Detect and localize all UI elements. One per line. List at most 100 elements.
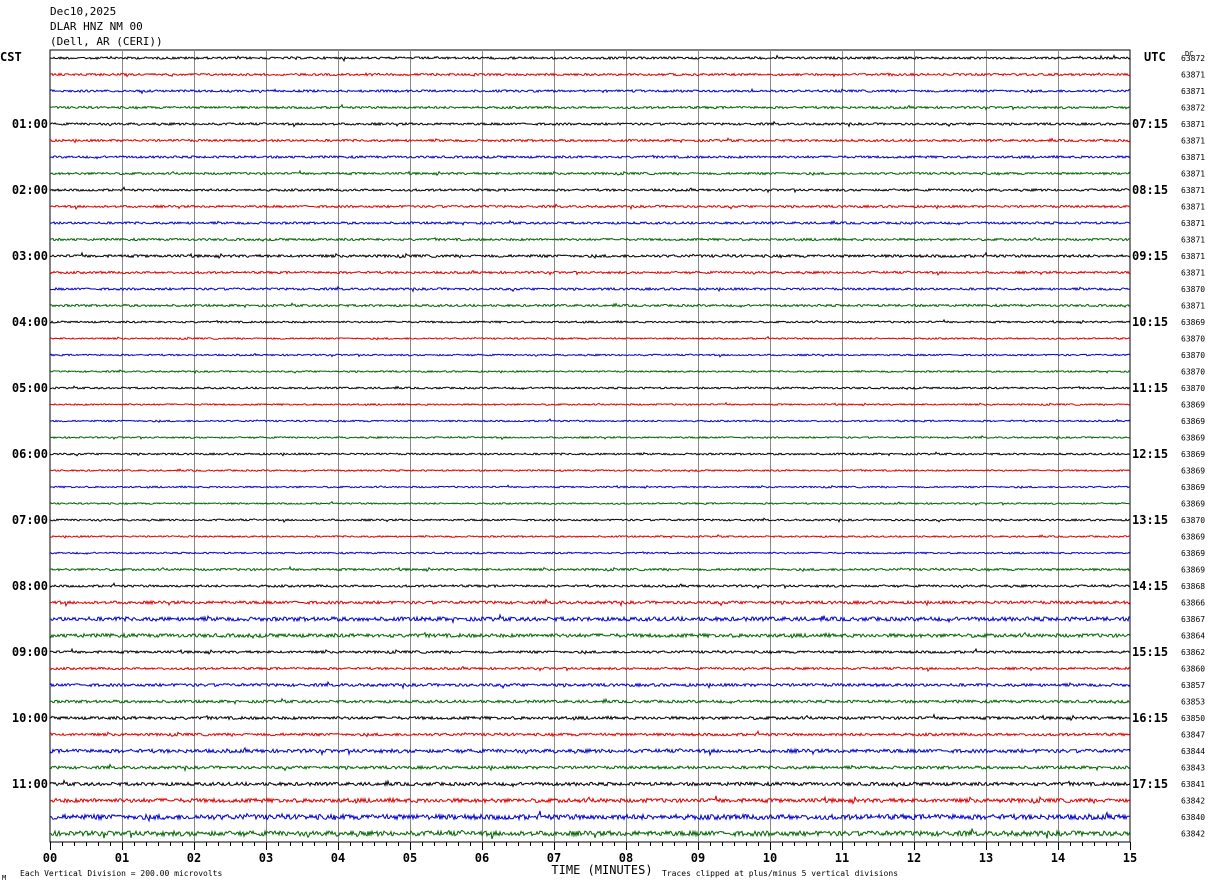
x-tick-label: 14 — [1051, 851, 1065, 865]
seismic-trace — [49, 236, 1131, 242]
utc-time-label: 17:15 — [1132, 777, 1168, 791]
seismic-trace — [49, 369, 1131, 375]
seismic-trace — [49, 810, 1131, 823]
cst-zone-label: CST — [0, 50, 22, 64]
dc-offset-label: 63869 — [1181, 401, 1205, 410]
seismic-trace — [49, 251, 1131, 260]
dc-offset-label: 63870 — [1181, 351, 1205, 360]
x-tick-label: 07 — [547, 851, 561, 865]
dc-offset-label: 63871 — [1181, 269, 1205, 278]
dc-offset-label: 63869 — [1181, 467, 1205, 476]
dc-offset-label: 63871 — [1181, 203, 1205, 212]
x-tick-label: 13 — [979, 851, 993, 865]
dc-offset-label: 63862 — [1181, 648, 1205, 657]
plot-frame — [49, 49, 1131, 843]
x-tick-label: 04 — [331, 851, 345, 865]
seismic-trace — [49, 435, 1131, 441]
seismic-trace — [49, 401, 1131, 407]
dc-offset-label: 63864 — [1181, 632, 1205, 641]
seismic-trace — [49, 779, 1131, 788]
cst-time-label: 01:00 — [12, 117, 48, 131]
utc-time-label: 07:15 — [1132, 117, 1168, 131]
utc-time-label: 08:15 — [1132, 183, 1168, 197]
utc-time-label: 15:15 — [1132, 645, 1168, 659]
dc-offset-label: 63844 — [1181, 747, 1205, 756]
seismic-trace — [49, 137, 1131, 144]
dc-offset-label: 63871 — [1181, 87, 1205, 96]
seismic-trace — [49, 712, 1131, 722]
seismic-trace — [50, 613, 1131, 625]
x-tick-label: 08 — [619, 851, 633, 865]
dc-offset-label: 63870 — [1181, 384, 1205, 393]
x-tick-label: 01 — [115, 851, 129, 865]
x-tick-label: 05 — [403, 851, 417, 865]
seismic-trace — [49, 697, 1131, 706]
corner-mark: M — [2, 874, 6, 882]
x-tick-label: 02 — [187, 851, 201, 865]
seismic-trace — [49, 87, 1131, 95]
dc-offset-label: 63869 — [1181, 533, 1205, 542]
cst-time-label: 07:00 — [12, 513, 48, 527]
cst-time-label: 02:00 — [12, 183, 48, 197]
dc-offset-label: 63867 — [1181, 615, 1205, 624]
dc-offset-label: 63870 — [1181, 285, 1205, 294]
utc-zone-label: UTC — [1144, 50, 1166, 64]
cst-time-label: 04:00 — [12, 315, 48, 329]
seismic-trace — [49, 451, 1131, 457]
seismic-trace — [49, 534, 1131, 539]
seismic-trace — [49, 500, 1131, 506]
dc-offset-label: 63868 — [1181, 582, 1205, 591]
seismic-trace — [49, 120, 1131, 128]
dc-offset-label: 63869 — [1181, 549, 1205, 558]
seismic-trace — [49, 154, 1131, 160]
dc-offset-label: 63869 — [1181, 500, 1205, 509]
header-location: (Dell, AR (CERI)) — [50, 35, 163, 48]
cst-time-label: 10:00 — [12, 711, 48, 725]
dc-offset-label: 63842 — [1181, 797, 1205, 806]
dc-offset-label: 63871 — [1181, 219, 1205, 228]
seismic-trace — [50, 828, 1131, 840]
seismic-trace — [49, 565, 1131, 573]
seismic-trace — [49, 54, 1131, 63]
dc-offset-label: 63871 — [1181, 170, 1205, 179]
x-tick-label: 10 — [763, 851, 777, 865]
dc-offset-label: 63840 — [1181, 813, 1205, 822]
seismic-trace — [49, 186, 1131, 194]
dc-offset-label: 63871 — [1181, 252, 1205, 261]
utc-time-label: 09:15 — [1132, 249, 1168, 263]
utc-time-label: 16:15 — [1132, 711, 1168, 725]
seismic-trace — [49, 169, 1131, 177]
x-tick-label: 15 — [1123, 851, 1137, 865]
x-tick-label: 09 — [691, 851, 705, 865]
seismic-trace — [49, 285, 1130, 293]
seismic-trace — [49, 335, 1131, 341]
dc-label: DC — [1185, 50, 1193, 58]
utc-time-label: 13:15 — [1132, 513, 1168, 527]
dc-offset-label: 63869 — [1181, 450, 1205, 459]
header-date: Dec10,2025 — [50, 5, 117, 18]
dc-offset-label: 63869 — [1181, 318, 1205, 327]
dc-offset-label: 63857 — [1181, 681, 1205, 690]
utc-time-label: 10:15 — [1132, 315, 1168, 329]
dc-offset-label: 63842 — [1181, 830, 1205, 839]
seismic-trace — [49, 746, 1131, 757]
seismic-trace — [49, 795, 1131, 805]
dc-offset-label: 63871 — [1181, 236, 1205, 245]
dc-offset-label: 63871 — [1181, 302, 1205, 311]
dc-offset-label: 63841 — [1181, 780, 1205, 789]
seismic-trace — [49, 517, 1131, 523]
cst-time-label: 09:00 — [12, 645, 48, 659]
seismic-trace — [49, 551, 1131, 555]
dc-offset-label: 63870 — [1181, 368, 1205, 377]
seismic-trace — [49, 352, 1131, 358]
utc-time-label: 11:15 — [1132, 381, 1168, 395]
dc-offset-label: 63853 — [1181, 698, 1205, 707]
dc-offset-label: 63871 — [1181, 186, 1205, 195]
dc-offset-label: 63843 — [1181, 764, 1205, 773]
x-tick-label: 06 — [475, 851, 489, 865]
dc-offset-label: 63870 — [1181, 335, 1205, 344]
x-tick-label: 12 — [907, 851, 921, 865]
header-station: DLAR HNZ NM 00 — [50, 20, 143, 33]
seismic-trace — [49, 484, 1131, 489]
